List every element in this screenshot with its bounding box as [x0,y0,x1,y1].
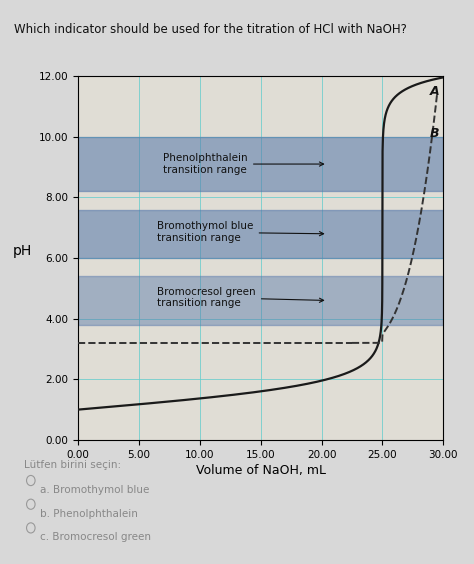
Y-axis label: pH: pH [13,244,32,258]
Bar [78,136,443,191]
Text: Phenolphthalein
transition range: Phenolphthalein transition range [164,153,324,175]
Text: Which indicator should be used for the titration of HCl with NaOH?: Which indicator should be used for the t… [14,23,407,36]
Bar [78,209,443,258]
Text: A: A [430,85,439,98]
Text: c. Bromocresol green: c. Bromocresol green [40,532,151,543]
Text: B: B [430,127,439,140]
Text: a. Bromothymol blue: a. Bromothymol blue [40,485,150,495]
Text: Bromocresol green
transition range: Bromocresol green transition range [157,287,324,309]
Text: Lütfen birini seçin:: Lütfen birini seçin: [24,460,121,470]
Bar [78,276,443,325]
X-axis label: Volume of NaOH, mL: Volume of NaOH, mL [196,464,326,477]
Text: b. Phenolphthalein: b. Phenolphthalein [40,509,138,519]
Text: Bromothymol blue
transition range: Bromothymol blue transition range [157,222,324,243]
